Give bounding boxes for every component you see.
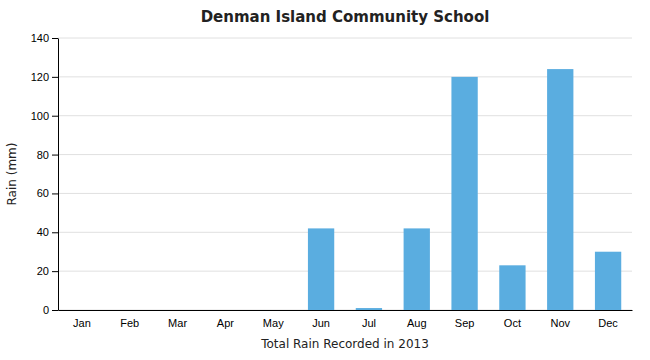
x-tick: Aug (407, 317, 427, 329)
x-tick: Feb (120, 317, 139, 329)
x-tick-label: Dec (598, 317, 618, 329)
grid-line (58, 38, 632, 39)
bar (404, 228, 430, 310)
plot-area: Jan Feb Mar Apr May Jun Jul Aug Sep Oct Nov Dec 0 20 4… (31, 32, 633, 329)
y-tick-mark (52, 232, 58, 233)
y-tick: 60 (37, 187, 58, 199)
y-tick-label: 80 (37, 149, 49, 161)
y-tick: 120 (31, 71, 58, 83)
bar (451, 77, 477, 310)
x-tick-label: Apr (217, 317, 234, 329)
bar (164, 310, 190, 311)
grid-line (58, 232, 632, 233)
x-tick: Jul (362, 317, 376, 329)
y-tick-label: 120 (31, 71, 49, 83)
x-tick: May (263, 317, 284, 329)
bars (308, 69, 621, 310)
bar (260, 310, 286, 311)
y-tick-mark (52, 155, 58, 156)
x-tick-label: Sep (455, 317, 475, 329)
bar (595, 252, 621, 310)
x-tick-label: Jun (312, 317, 330, 329)
x-tick-label: Nov (550, 317, 570, 329)
y-tick-label: 60 (37, 187, 49, 199)
y-tick-label: 100 (31, 110, 49, 122)
y-tick-mark (52, 193, 58, 194)
y-tick-label: 140 (31, 32, 49, 44)
grid-line (58, 271, 632, 272)
x-tick-label: Jul (362, 317, 376, 329)
bar (212, 310, 238, 311)
y-tick-label: 20 (37, 265, 49, 277)
x-tick: Mar (168, 317, 187, 329)
x-tick: Jun (312, 317, 330, 329)
bar (499, 265, 525, 310)
x-axis-line (59, 310, 633, 311)
y-tick: 100 (31, 110, 58, 122)
y-axis-line (58, 39, 59, 311)
x-axis-title: Total Rain Recorded in 2013 (260, 337, 429, 351)
y-axis-title: Rain (mm) (5, 143, 19, 206)
bar (69, 310, 95, 311)
x-tick-label: Aug (407, 317, 427, 329)
x-tick-label: Oct (504, 317, 521, 329)
x-tick-label: Feb (120, 317, 139, 329)
y-tick-mark (52, 38, 58, 39)
y-tick-mark (52, 310, 58, 311)
x-axis: Jan Feb Mar Apr May Jun Jul Aug Sep Oct Nov Dec (59, 311, 633, 329)
grid-line (58, 115, 632, 116)
x-tick: Jan (73, 317, 91, 329)
y-tick-mark (52, 77, 58, 78)
grid (58, 38, 632, 310)
bar (117, 310, 143, 311)
x-tick: Oct (504, 317, 521, 329)
grid-line (58, 154, 632, 155)
x-tick: Dec (598, 317, 618, 329)
grid-line (58, 193, 632, 194)
x-tick: Sep (455, 317, 475, 329)
bar (356, 308, 382, 310)
chart-svg: Jan Feb Mar Apr May Jun Jul Aug Sep Oct Nov Dec 0 20 4… (0, 0, 650, 360)
grid-line (58, 76, 632, 77)
y-axis: 0 20 40 60 80 100 120 140 (31, 32, 59, 316)
y-tick: 140 (31, 32, 58, 44)
y-tick: 20 (37, 265, 58, 277)
y-tick-label: 40 (37, 226, 49, 238)
x-tick-label: May (263, 317, 284, 329)
title: Denman Island Community School (201, 8, 490, 26)
chart-container: Jan Feb Mar Apr May Jun Jul Aug Sep Oct Nov Dec 0 20 4… (0, 0, 650, 360)
y-tick: 0 (43, 304, 58, 316)
y-tick: 40 (37, 226, 58, 238)
x-tick: Apr (217, 317, 234, 329)
bar (308, 228, 334, 310)
y-tick-mark (52, 271, 58, 272)
grid-line (58, 310, 632, 311)
x-tick: Nov (550, 317, 570, 329)
x-tick-label: Jan (73, 317, 91, 329)
x-tick-label: Mar (168, 317, 187, 329)
y-tick-mark (52, 116, 58, 117)
y-tick: 80 (37, 149, 58, 161)
bar (547, 69, 573, 310)
y-tick-label: 0 (43, 304, 49, 316)
